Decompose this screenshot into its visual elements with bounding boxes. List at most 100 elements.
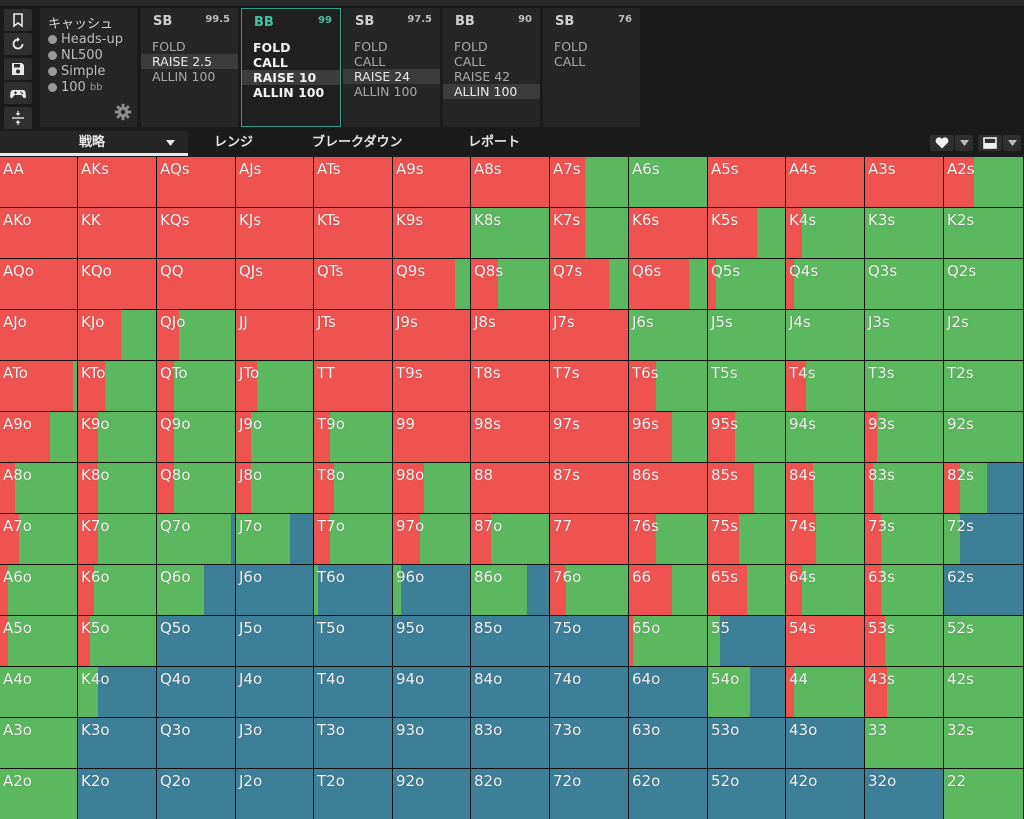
hand-cell[interactable]: KQs xyxy=(157,208,235,258)
hand-cell[interactable]: A5s xyxy=(708,157,785,207)
refresh-icon[interactable] xyxy=(4,33,32,55)
hand-cell[interactable]: QQ xyxy=(157,259,235,309)
hand-cell[interactable]: 42s xyxy=(944,667,1023,717)
hand-cell[interactable]: T8o xyxy=(314,463,392,513)
hand-cell[interactable]: 66 xyxy=(629,565,707,615)
hand-cell[interactable]: J3s xyxy=(865,310,943,360)
tab-report[interactable]: レポート xyxy=(468,135,521,150)
hand-cell[interactable]: J7o xyxy=(236,514,313,564)
hand-cell[interactable]: QTo xyxy=(157,361,235,411)
hand-cell[interactable]: Q6s xyxy=(629,259,707,309)
hand-cell[interactable]: T7s xyxy=(550,361,628,411)
hand-cell[interactable]: 65o xyxy=(629,616,707,666)
action-option[interactable]: CALL xyxy=(454,54,486,69)
hand-cell[interactable]: A8o xyxy=(0,463,77,513)
hand-cell[interactable]: A5o xyxy=(0,616,77,666)
hand-cell[interactable]: T3o xyxy=(314,718,392,768)
hand-cell[interactable]: Q8s xyxy=(471,259,549,309)
hand-cell[interactable]: A9s xyxy=(393,157,470,207)
save-icon[interactable] xyxy=(4,58,32,80)
hand-cell[interactable]: A6s xyxy=(629,157,707,207)
hand-cell[interactable]: 74s xyxy=(786,514,864,564)
hand-cell[interactable]: 64o xyxy=(629,667,707,717)
action-option[interactable]: FOLD xyxy=(554,39,588,54)
hand-cell[interactable]: 73s xyxy=(865,514,943,564)
tab-range[interactable]: レンジ xyxy=(214,135,254,150)
gamepad-icon[interactable] xyxy=(4,82,32,104)
action-option[interactable]: ALLIN 100 xyxy=(443,84,540,99)
tab-breakdown[interactable]: ブレークダウン xyxy=(312,135,403,150)
hand-cell[interactable]: AJo xyxy=(0,310,77,360)
action-option[interactable]: FOLD xyxy=(152,39,186,54)
action-option[interactable]: RAISE 42 xyxy=(454,69,511,84)
hand-cell[interactable]: 52s xyxy=(944,616,1023,666)
hand-cell[interactable]: 43s xyxy=(865,667,943,717)
hand-cell[interactable]: 52o xyxy=(708,769,785,819)
hand-cell[interactable]: J8o xyxy=(236,463,313,513)
hand-cell[interactable]: K4s xyxy=(786,208,864,258)
hand-cell[interactable]: Q4o xyxy=(157,667,235,717)
action-option[interactable]: FOLD xyxy=(253,40,291,55)
hand-cell[interactable]: 75s xyxy=(708,514,785,564)
hand-cell[interactable]: AQo xyxy=(0,259,77,309)
hand-cell[interactable]: 95s xyxy=(708,412,785,462)
hand-cell[interactable]: A7o xyxy=(0,514,77,564)
hand-cell[interactable]: Q4s xyxy=(786,259,864,309)
hand-cell[interactable]: QTs xyxy=(314,259,392,309)
hand-cell[interactable]: 86o xyxy=(471,565,549,615)
hand-cell[interactable]: K8s xyxy=(471,208,549,258)
hand-cell[interactable]: 97o xyxy=(393,514,470,564)
action-panel-4[interactable]: BB 90 FOLD CALL RAISE 42 ALLIN 100 xyxy=(443,8,540,127)
hand-cell[interactable]: 94s xyxy=(786,412,864,462)
action-option[interactable]: ALLIN 100 xyxy=(253,85,325,100)
action-option[interactable]: RAISE 10 xyxy=(242,70,340,85)
hand-cell[interactable]: T6s xyxy=(629,361,707,411)
hand-cell[interactable]: K6s xyxy=(629,208,707,258)
hand-cell[interactable]: 75o xyxy=(550,616,628,666)
action-option[interactable]: RAISE 2.5 xyxy=(141,54,238,69)
hand-cell[interactable]: J6s xyxy=(629,310,707,360)
hand-cell[interactable]: ATo xyxy=(0,361,77,411)
hand-cell[interactable]: 63s xyxy=(865,565,943,615)
hand-cell[interactable]: T5o xyxy=(314,616,392,666)
hand-cell[interactable]: J4s xyxy=(786,310,864,360)
hand-cell[interactable]: J5o xyxy=(236,616,313,666)
hand-cell[interactable]: JTs xyxy=(314,310,392,360)
hand-cell[interactable]: T2o xyxy=(314,769,392,819)
hand-cell[interactable]: KJs xyxy=(236,208,313,258)
hand-cell[interactable]: 96s xyxy=(629,412,707,462)
hand-cell[interactable]: K9o xyxy=(78,412,156,462)
action-option[interactable]: CALL xyxy=(354,54,386,69)
hand-cell[interactable]: J8s xyxy=(471,310,549,360)
hand-cell[interactable]: K2o xyxy=(78,769,156,819)
hand-cell[interactable]: Q3s xyxy=(865,259,943,309)
compress-icon[interactable] xyxy=(4,107,32,129)
hand-cell[interactable]: Q2o xyxy=(157,769,235,819)
hand-cell[interactable]: T7o xyxy=(314,514,392,564)
hand-cell[interactable]: 98o xyxy=(393,463,470,513)
hand-cell[interactable]: J2o xyxy=(236,769,313,819)
monitor-icon[interactable] xyxy=(978,135,1002,151)
hand-cell[interactable]: K7s xyxy=(550,208,628,258)
hand-cell[interactable]: 77 xyxy=(550,514,628,564)
hand-cell[interactable]: 93s xyxy=(865,412,943,462)
hand-cell[interactable]: 76o xyxy=(550,565,628,615)
hand-cell[interactable]: 42o xyxy=(786,769,864,819)
hand-cell[interactable]: J5s xyxy=(708,310,785,360)
hand-cell[interactable]: 73o xyxy=(550,718,628,768)
hand-cell[interactable]: 84s xyxy=(786,463,864,513)
hand-cell[interactable]: 99 xyxy=(393,412,470,462)
hand-cell[interactable]: 95o xyxy=(393,616,470,666)
hand-cell[interactable]: 87s xyxy=(550,463,628,513)
hand-cell[interactable]: 54s xyxy=(786,616,864,666)
hand-cell[interactable]: A4s xyxy=(786,157,864,207)
hand-cell[interactable]: 53s xyxy=(865,616,943,666)
action-option[interactable]: ALLIN 100 xyxy=(354,84,418,99)
hand-cell[interactable]: AQs xyxy=(157,157,235,207)
chevron-down-icon[interactable] xyxy=(166,140,175,146)
hand-cell[interactable]: T9o xyxy=(314,412,392,462)
hand-cell[interactable]: A3s xyxy=(865,157,943,207)
hand-cell[interactable]: 94o xyxy=(393,667,470,717)
action-panel-2[interactable]: BB 99 FOLD CALL RAISE 10 ALLIN 100 xyxy=(241,8,341,127)
action-option[interactable]: FOLD xyxy=(454,39,488,54)
